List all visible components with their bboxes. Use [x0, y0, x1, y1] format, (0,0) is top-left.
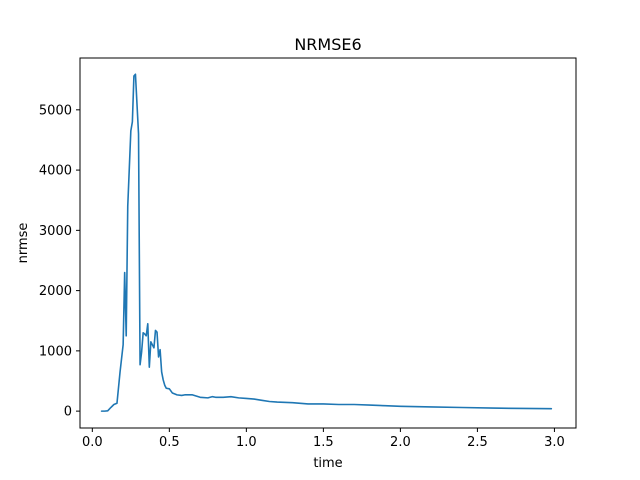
y-tick-label: 2000 — [39, 284, 72, 299]
series-layer — [100, 73, 553, 412]
x-tick-label: 1.0 — [236, 435, 257, 450]
x-tick-label: 2.0 — [390, 435, 411, 450]
y-axis: 0 1000 2000 3000 4000 5000 — [39, 103, 80, 420]
series-line — [100, 73, 553, 412]
chart-title: NRMSE6 — [294, 35, 361, 54]
y-tick-label: 4000 — [39, 164, 72, 179]
y-tick-label: 3000 — [39, 224, 72, 239]
x-tick-label: 3.0 — [544, 435, 565, 450]
x-axis-label: time — [313, 456, 342, 471]
y-axis-label: nrmse — [16, 223, 31, 264]
y-tick-label: 5000 — [39, 103, 72, 118]
x-tick-label: 2.5 — [467, 435, 488, 450]
x-tick-label: 0.0 — [82, 435, 103, 450]
x-tick-label: 1.5 — [313, 435, 334, 450]
y-tick-label: 0 — [64, 405, 72, 420]
y-tick-label: 1000 — [39, 344, 72, 359]
x-axis: 0.0 0.5 1.0 1.5 2.0 2.5 3.0 — [82, 428, 565, 450]
axes-frame — [79, 57, 577, 429]
x-tick-label: 0.5 — [159, 435, 180, 450]
